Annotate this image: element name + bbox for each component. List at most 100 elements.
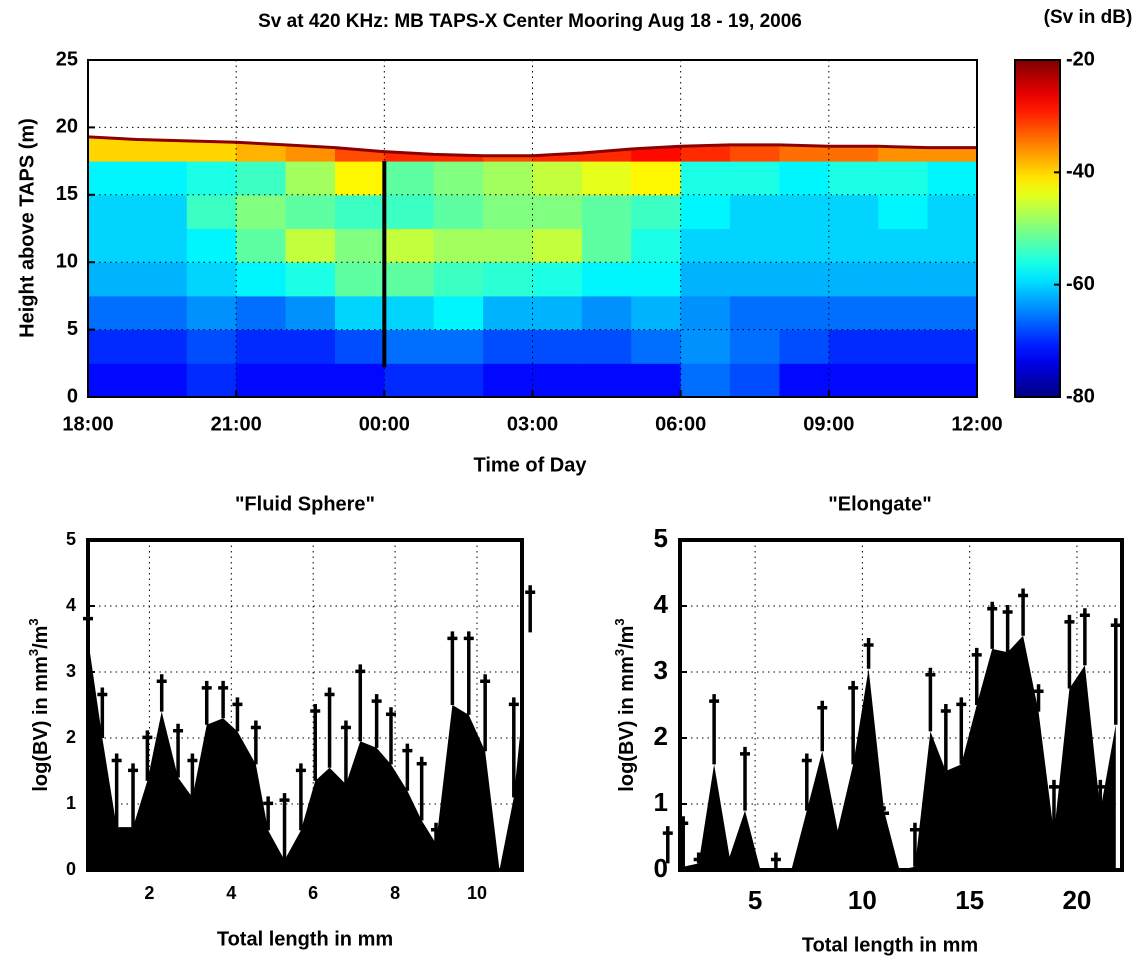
heat-cell (236, 329, 287, 364)
y-axis-label-part: 3 (612, 649, 627, 656)
error-bar (987, 601, 998, 649)
y-axis-label-part: 3 (26, 618, 41, 625)
heat-cell (334, 329, 385, 364)
heat-cell (88, 363, 138, 397)
heat-cell (334, 262, 385, 297)
heat-cell (680, 363, 731, 397)
error-bar (250, 720, 261, 765)
x-tick-label: 03:00 (507, 413, 558, 435)
error-bar (385, 707, 396, 765)
heat-cell (581, 262, 632, 297)
heat-cell (483, 194, 533, 229)
x-tick-label: 10 (467, 883, 487, 903)
axes-box (678, 538, 1124, 872)
error-bar (801, 753, 812, 811)
heat-cell (828, 262, 879, 297)
error-bar (1048, 779, 1059, 834)
error-bar (340, 720, 351, 785)
heat-cell (532, 295, 583, 331)
axes-box (86, 538, 524, 872)
heat-cell (483, 295, 533, 331)
x-tick-label: 2 (144, 883, 154, 903)
error-bar (371, 694, 382, 748)
error-bar (1033, 684, 1044, 712)
x-tick-label: 06:00 (655, 413, 706, 435)
heat-cell (137, 363, 188, 397)
x-tick-label: 6 (308, 883, 318, 903)
y-axis-label: log(BV) in mm3/m3 (26, 618, 52, 791)
error-bar (431, 822, 442, 844)
colorbar (1014, 59, 1061, 398)
error-bar (909, 822, 920, 867)
colorbar-tick-label: -80 (1066, 385, 1095, 407)
x-tick-label: 8 (390, 883, 400, 903)
heat-cell (334, 363, 385, 397)
heat-cell (631, 228, 682, 263)
heat-cell (878, 363, 929, 397)
heat-cell (779, 161, 830, 196)
heat-cell (581, 161, 632, 196)
y-tick-label: 2 (66, 727, 76, 747)
error-bar (295, 763, 306, 831)
error-bar (128, 763, 139, 828)
heat-cell (730, 329, 780, 364)
heat-cell (680, 329, 731, 364)
heat-cell (878, 329, 929, 364)
heat-cell (532, 194, 583, 229)
heat-cell (730, 194, 780, 229)
x-tick-label: 10 (848, 885, 877, 915)
y-tick-label: 2 (654, 721, 668, 751)
error-bar (863, 638, 874, 669)
heat-cell (285, 262, 336, 297)
y-tick-label: 25 (56, 48, 78, 70)
error-bar (111, 753, 122, 828)
heat-cell (828, 295, 879, 331)
heat-cell (878, 262, 929, 297)
heat-cell (236, 194, 287, 229)
heat-cell (631, 136, 682, 162)
heat-cell (483, 363, 533, 397)
error-bar (187, 753, 198, 798)
x-tick-label: 09:00 (803, 413, 854, 435)
error-bar (956, 697, 967, 765)
heat-cell (483, 161, 533, 196)
error-bar (817, 700, 828, 752)
heat-cell (137, 262, 188, 297)
heat-cell (532, 329, 583, 364)
heat-cell (285, 295, 336, 331)
heat-cell (186, 363, 237, 397)
error-bar (740, 746, 751, 811)
heat-cell (927, 295, 977, 331)
error-bar (971, 647, 982, 705)
error-bar (156, 674, 167, 712)
y-tick-label: 0 (66, 859, 76, 879)
heat-cell (828, 161, 879, 196)
heat-cell (285, 363, 336, 397)
heat-cell (384, 136, 435, 162)
area (88, 639, 522, 870)
y-axis-label-part: 3 (26, 649, 41, 656)
heat-cell (532, 363, 583, 397)
y-tick-label: 15 (56, 183, 78, 205)
y-tick-label: 10 (56, 250, 78, 272)
heat-cell (927, 161, 977, 196)
heat-cell (631, 295, 682, 331)
heat-cell (927, 228, 977, 263)
y-tick-label: 20 (56, 116, 78, 138)
heat-cell (828, 363, 879, 397)
heat-cell (927, 363, 977, 397)
heat-cell (828, 329, 879, 364)
heat-cell (581, 228, 632, 263)
heat-cell (384, 228, 435, 263)
heat-cell (186, 228, 237, 263)
heat-cell (236, 228, 287, 263)
y-tick-label: 0 (654, 853, 668, 883)
heat-cell (88, 161, 138, 196)
y-tick-label: 1 (66, 793, 76, 813)
y-axis-label-part: /m (616, 626, 638, 649)
error-bar (355, 664, 366, 742)
heat-cell (334, 194, 385, 229)
error-bar (463, 631, 474, 715)
heat-cell (285, 194, 336, 229)
heat-cell (878, 228, 929, 263)
